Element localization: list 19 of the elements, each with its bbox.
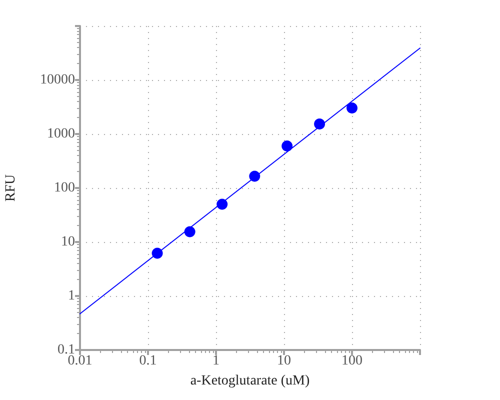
y-tick-label: 100	[54, 180, 75, 196]
x-tick-label: 0.01	[68, 354, 92, 368]
point	[249, 170, 260, 182]
y-tick-label: 1	[68, 288, 75, 304]
x-tick-label: 100	[342, 354, 362, 368]
y-axis-title: RFU	[4, 174, 18, 202]
x-axis-title: a-Ketoglutarate (uM)	[190, 374, 310, 388]
x-tick-label: 10	[277, 354, 291, 368]
y-tick-label: 1000	[47, 126, 75, 142]
x-tick-label: 0.1	[139, 354, 157, 368]
x-tick-label: 1	[212, 354, 220, 368]
point	[314, 118, 326, 130]
point	[184, 226, 196, 238]
y-tick-label: 10	[61, 234, 75, 250]
point	[216, 198, 228, 210]
y-tick-label: 10000	[40, 72, 75, 88]
point	[282, 140, 293, 152]
point	[346, 102, 358, 114]
point	[152, 248, 163, 259]
